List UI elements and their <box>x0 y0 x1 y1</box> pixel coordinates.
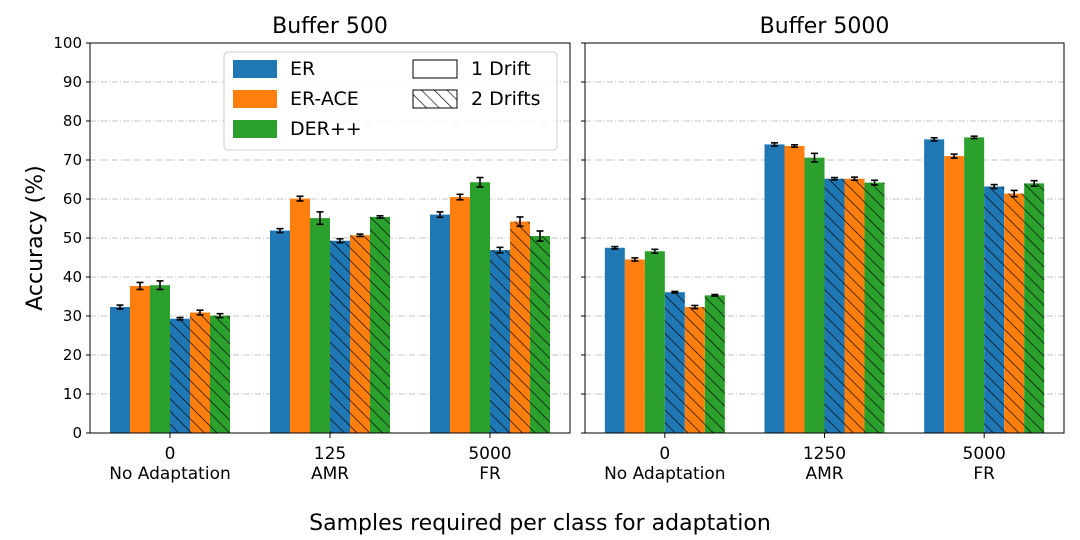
y-tick-label: 20 <box>63 346 82 364</box>
y-tick-label: 50 <box>63 229 82 247</box>
bar-er-ace-1-drift <box>784 145 805 433</box>
bar-hatch <box>190 312 210 433</box>
bar-er-ace-1-drift <box>624 259 645 433</box>
x-tick-name: FR <box>479 464 501 484</box>
bar-hatch <box>490 250 510 433</box>
bar-er-ace-1-drift <box>944 156 965 433</box>
bar-hatch <box>664 292 685 433</box>
bar-hatch <box>350 235 370 433</box>
legend-swatch-hatch <box>413 90 457 108</box>
y-axis-label: Accuracy (%) <box>23 165 48 311</box>
bar-derpp-1-drift <box>470 182 490 433</box>
legend-label: 1 Drift <box>471 58 531 80</box>
y-tick-label: 90 <box>63 73 82 91</box>
bar-er-ace-1-drift <box>130 285 150 433</box>
y-tick-label: 40 <box>63 268 82 286</box>
x-axis-label: Samples required per class for adaptatio… <box>309 511 771 536</box>
x-tick-value: 5000 <box>468 444 511 464</box>
legend-label: ER-ACE <box>290 88 359 110</box>
x-tick-value: 1250 <box>803 444 846 464</box>
bar-er-ace-1-drift <box>450 197 470 433</box>
bar-hatch <box>684 307 705 433</box>
bar-hatch <box>824 178 845 433</box>
legend-label: 2 Drifts <box>471 88 541 110</box>
bar-hatch <box>864 182 885 433</box>
x-tick-name: AMR <box>311 464 349 484</box>
x-tick-name: No Adaptation <box>109 464 231 484</box>
y-tick-label: 30 <box>63 307 82 325</box>
bar-hatch <box>210 315 230 433</box>
legend-label: ER <box>290 58 315 80</box>
x-tick-name: AMR <box>805 464 843 484</box>
y-tick-label: 70 <box>63 151 82 169</box>
y-tick-label: 0 <box>72 424 82 442</box>
panel-title: Buffer 500 <box>272 14 388 39</box>
bar-hatch <box>844 178 865 433</box>
bar-er-1-drift <box>924 139 945 433</box>
legend-swatch-er-ace <box>233 90 277 108</box>
y-tick-label: 80 <box>63 112 82 130</box>
x-tick-value: 5000 <box>963 444 1006 464</box>
bar-er-ace-1-drift <box>290 198 310 433</box>
bar-hatch <box>370 216 390 433</box>
bar-hatch <box>704 295 725 433</box>
legend-box <box>223 51 558 151</box>
bar-hatch <box>510 221 530 433</box>
bar-derpp-1-drift <box>310 218 330 433</box>
y-tick-label: 100 <box>53 34 82 52</box>
legend-label: DER++ <box>290 118 362 140</box>
x-tick-value: 0 <box>165 444 176 464</box>
y-tick-label: 60 <box>63 190 82 208</box>
bar-derpp-1-drift <box>804 157 825 433</box>
x-tick-value: 0 <box>659 444 670 464</box>
bar-hatch <box>1024 183 1045 433</box>
bar-hatch <box>170 318 190 433</box>
bar-derpp-1-drift <box>644 251 665 433</box>
bar-hatch <box>984 186 1005 433</box>
bar-hatch <box>1004 193 1025 433</box>
y-tick-label: 10 <box>63 385 82 403</box>
x-tick-value: 125 <box>314 444 346 464</box>
legend-swatch-derpp <box>233 120 277 138</box>
bar-er-1-drift <box>430 214 450 433</box>
legend: ER ER-ACE DER++ 1 Drift 2 Drifts <box>223 51 558 151</box>
bar-er-1-drift <box>110 307 130 433</box>
bar-derpp-1-drift <box>150 285 170 433</box>
bar-hatch <box>530 236 550 433</box>
legend-swatch-1-drift <box>412 59 458 79</box>
bar-er-1-drift <box>604 247 625 433</box>
legend-swatch-er <box>233 60 277 78</box>
bar-er-1-drift <box>764 144 785 433</box>
panel-title: Buffer 5000 <box>760 14 890 39</box>
bar-er-1-drift <box>270 230 290 433</box>
bar-hatch <box>330 240 350 433</box>
x-tick-name: No Adaptation <box>604 464 726 484</box>
x-tick-name: FR <box>973 464 995 484</box>
bar-derpp-1-drift <box>964 137 985 433</box>
